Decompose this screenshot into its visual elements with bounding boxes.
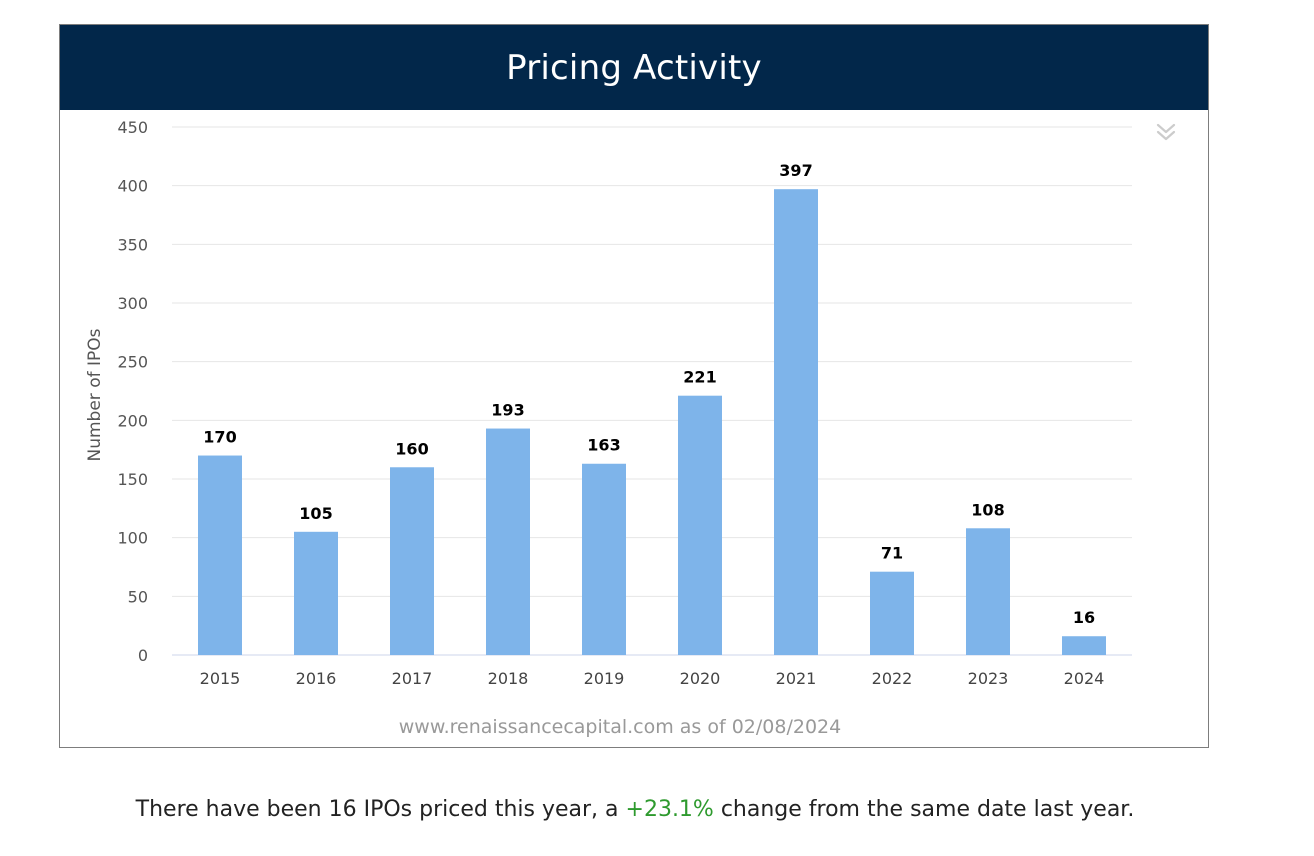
data-label: 160 xyxy=(395,439,428,458)
x-tick-label: 2022 xyxy=(872,669,913,688)
y-tick-label: 100 xyxy=(117,529,148,548)
bar-chart: 0 50 100 150 200 250 300 350 400 450 Number of IPO… xyxy=(85,118,1176,738)
y-tick-label: 300 xyxy=(117,294,148,313)
bar[interactable] xyxy=(390,467,434,655)
data-label: 193 xyxy=(491,401,524,420)
y-axis-title: Number of IPOs xyxy=(85,328,105,461)
x-tick-label: 2023 xyxy=(968,669,1009,688)
data-label: 221 xyxy=(683,368,716,387)
data-label: 16 xyxy=(1073,608,1095,627)
x-tick-label: 2020 xyxy=(680,669,721,688)
y-tick-label: 50 xyxy=(128,587,148,606)
summary-text: There have been 16 IPOs priced this year… xyxy=(0,797,1270,822)
chart-header: Pricing Activity xyxy=(60,25,1208,110)
summary-prefix: There have been 16 IPOs priced this year… xyxy=(135,797,626,822)
bar[interactable] xyxy=(486,428,530,655)
bar[interactable] xyxy=(1062,636,1106,655)
bar[interactable] xyxy=(870,571,914,655)
chart-title: Pricing Activity xyxy=(506,47,762,88)
summary-suffix: change from the same date last year. xyxy=(713,797,1135,822)
bar[interactable] xyxy=(294,531,338,655)
data-label: 163 xyxy=(587,436,620,455)
data-label: 71 xyxy=(881,544,903,563)
x-tick-label: 2019 xyxy=(584,669,625,688)
data-label: 105 xyxy=(299,504,332,523)
x-tick-label: 2018 xyxy=(488,669,529,688)
bar[interactable] xyxy=(966,528,1010,655)
x-tick-label: 2015 xyxy=(200,669,241,688)
y-tick-label: 150 xyxy=(117,470,148,489)
data-label: 170 xyxy=(203,428,236,447)
y-tick-label: 0 xyxy=(138,646,148,665)
summary-change: +23.1% xyxy=(625,797,714,822)
x-tick-label: 2017 xyxy=(392,669,433,688)
y-tick-label: 450 xyxy=(117,118,148,137)
chart-panel: Pricing Activity xyxy=(59,24,1209,748)
y-tick-label: 200 xyxy=(117,411,148,430)
x-tick-label: 2021 xyxy=(776,669,817,688)
double-chevron-down-icon[interactable] xyxy=(1156,123,1176,141)
y-tick-label: 250 xyxy=(117,353,148,372)
y-tick-label: 400 xyxy=(117,177,148,196)
bar[interactable] xyxy=(582,463,626,655)
bar[interactable] xyxy=(774,189,818,656)
bar[interactable] xyxy=(198,455,242,655)
chart-credit: www.renaissancecapital.com as of 02/08/2… xyxy=(399,716,841,738)
x-tick-label: 2016 xyxy=(296,669,337,688)
x-tick-label: 2024 xyxy=(1064,669,1105,688)
bar[interactable] xyxy=(678,395,722,655)
data-label: 108 xyxy=(971,500,1004,519)
data-label: 397 xyxy=(779,161,812,180)
y-tick-label: 350 xyxy=(117,235,148,254)
